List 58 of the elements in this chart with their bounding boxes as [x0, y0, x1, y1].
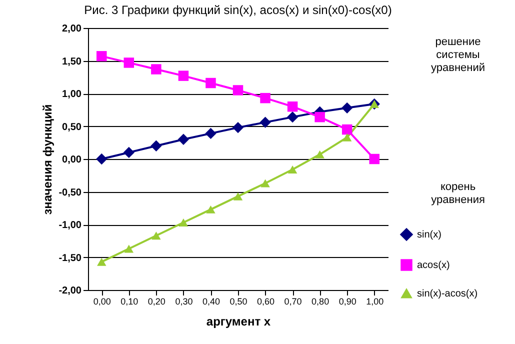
x-tick-label: 1,00	[366, 296, 384, 306]
text: решение системы уравнений	[430, 36, 486, 74]
point	[342, 133, 352, 142]
point	[178, 70, 189, 81]
point	[205, 128, 216, 140]
y-tick-label: 2,00	[62, 24, 82, 34]
y-axis-title: значения функций	[40, 104, 55, 215]
y-tick-label: -1,00	[58, 220, 82, 231]
x-tick-label: 0,70	[284, 296, 302, 306]
x-tick-label: 0,40	[202, 296, 220, 306]
text: корень уравнения	[431, 181, 485, 206]
x-tick-label: 0,20	[148, 296, 166, 306]
point	[206, 78, 216, 88]
x-tick-label: 0,10	[120, 296, 138, 306]
point	[232, 122, 244, 134]
point	[123, 146, 134, 158]
chart-title: Рис. 3 Графики функций sin(x), acos(x) и sin(x0)-cos(x0)	[84, 3, 392, 17]
y-tick-label: 0,00	[62, 154, 82, 166]
y-tick-label: -2,00	[58, 286, 82, 296]
y-tick-label: 0,50	[62, 122, 82, 133]
point	[369, 154, 380, 164]
legend-label: sin(x)	[417, 230, 442, 240]
point	[96, 153, 108, 165]
x-tick-label: 0,00	[93, 296, 111, 306]
point	[150, 140, 162, 152]
point	[288, 165, 298, 174]
point	[287, 101, 298, 112]
point	[342, 124, 352, 135]
point	[315, 150, 324, 158]
x-tick-label: 0,90	[338, 296, 356, 306]
point	[260, 92, 270, 104]
x-tick-label: 0,50	[230, 296, 248, 306]
point	[206, 205, 216, 214]
point	[178, 218, 188, 227]
legend-label: sin(x)-acos(x)	[417, 288, 478, 300]
point	[233, 192, 243, 200]
point	[124, 244, 134, 253]
point	[152, 232, 161, 240]
point	[97, 258, 106, 266]
y-tick-label: -1,50	[58, 252, 82, 264]
point	[286, 111, 298, 123]
point	[260, 116, 271, 128]
x-tick-label: 0,30	[175, 296, 193, 306]
x-axis-title: аргумент x	[206, 314, 271, 328]
point	[342, 102, 353, 114]
legend-label: acos(x)	[417, 260, 450, 271]
point	[124, 58, 134, 68]
x-tick-label: 0,60	[257, 296, 275, 306]
y-tick-label: -0,50	[58, 187, 82, 198]
point	[178, 134, 190, 145]
x-tick-label: 0,80	[312, 296, 330, 306]
point	[314, 112, 325, 122]
point	[260, 179, 270, 188]
point	[96, 51, 107, 62]
y-tick-label: 1,50	[62, 56, 82, 68]
point	[151, 64, 162, 74]
point	[232, 85, 244, 96]
y-tick-label: 1,00	[62, 89, 82, 100]
